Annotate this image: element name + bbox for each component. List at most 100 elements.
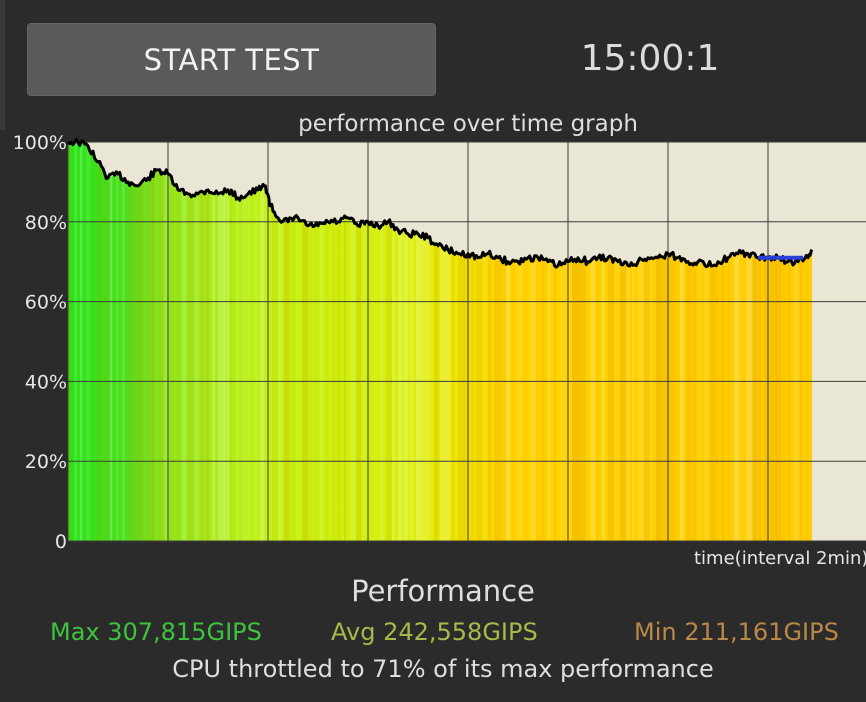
- area-stripe: [704, 142, 709, 541]
- area-stripe: [578, 142, 585, 541]
- area-stripe: [602, 142, 605, 541]
- area-stripe: [140, 142, 145, 541]
- area-stripe: [344, 142, 346, 541]
- area-stripe: [740, 142, 743, 541]
- area-stripe: [728, 142, 731, 541]
- left-edge-strip: [0, 0, 5, 130]
- performance-chart: 0 20% 40% 60% 80% 100% time(interval 2min): [13, 132, 866, 569]
- line-group: [66, 137, 814, 269]
- area-stripe: [800, 142, 803, 541]
- area-stripe: [620, 142, 627, 541]
- area-stripe: [296, 142, 299, 541]
- area-stripe: [314, 142, 319, 541]
- area-stripe: [584, 142, 587, 541]
- area-stripe: [440, 142, 446, 541]
- performance-title: Performance: [351, 574, 535, 608]
- area-stripe: [428, 142, 433, 541]
- test-timer: 15:00:1: [580, 38, 720, 79]
- stripes-group: [68, 142, 809, 541]
- area-stripe: [524, 142, 528, 541]
- area-stripe: [68, 142, 73, 541]
- area-stripe: [272, 142, 279, 541]
- area-stripe: [212, 142, 216, 541]
- area-stripe: [434, 142, 439, 541]
- area-stripe: [548, 142, 551, 541]
- area-stripe: [638, 142, 644, 541]
- area-stripe: [746, 142, 753, 541]
- area-stripe: [482, 142, 486, 541]
- area-stripe: [350, 142, 356, 541]
- area-stripe: [404, 142, 409, 541]
- area-stripe: [758, 142, 762, 541]
- area-stripe: [176, 142, 181, 541]
- area-stripe: [476, 142, 483, 541]
- y-tick-label: 40%: [25, 371, 67, 393]
- y-tick-label: 100%: [13, 132, 67, 154]
- area-stripe: [542, 142, 546, 541]
- performance-line: [66, 137, 814, 269]
- area-stripe: [110, 142, 113, 541]
- area-stripe: [572, 142, 579, 541]
- tick-labels-group: 0 20% 40% 60% 80% 100%: [13, 132, 67, 553]
- area-stripe: [560, 142, 564, 541]
- area-stripe: [590, 142, 596, 541]
- chart-title: performance over time graph: [298, 111, 638, 137]
- area-stripe: [608, 142, 614, 541]
- area-stripe: [710, 142, 716, 541]
- area-stripe: [254, 142, 259, 541]
- area-stripe: [464, 142, 470, 541]
- area-stripe: [680, 142, 684, 541]
- start-test-button[interactable]: START TEST: [27, 23, 436, 96]
- area-stripe: [806, 142, 809, 541]
- area-stripe: [104, 142, 109, 541]
- area-stripe: [74, 142, 78, 541]
- area-stripe: [290, 142, 297, 541]
- area-stripe: [368, 142, 371, 541]
- area-stripe: [218, 142, 225, 541]
- area-stripe: [488, 142, 492, 541]
- area-stripe: [692, 142, 697, 541]
- avg-performance-stat: Avg 242,558GIPS: [331, 618, 538, 646]
- y-tick-label: 20%: [25, 451, 67, 473]
- area-stripe: [794, 142, 799, 541]
- area-stripe: [422, 142, 429, 541]
- area-stripe: [380, 142, 385, 541]
- area-stripe: [764, 142, 770, 541]
- area-stripe: [500, 142, 507, 541]
- area-stripe: [356, 142, 362, 541]
- area-stripe: [164, 142, 169, 541]
- area-stripe: [398, 142, 403, 541]
- area-stripe: [716, 142, 718, 541]
- area-stripe: [698, 142, 702, 541]
- area-stripe: [332, 142, 338, 541]
- area-stripe: [656, 142, 662, 541]
- grid-group: [67, 141, 866, 542]
- area-stripe: [128, 142, 134, 541]
- max-performance-stat: Max 307,815GIPS: [50, 618, 262, 646]
- area-stripe: [170, 142, 176, 541]
- area-stripe: [134, 142, 141, 541]
- area-stripe: [446, 142, 451, 541]
- area-stripe: [152, 142, 155, 541]
- area-stripe: [650, 142, 653, 541]
- area-stripe: [470, 142, 475, 541]
- y-tick-label: 60%: [25, 292, 67, 314]
- area-stripe: [662, 142, 669, 541]
- area-stripe: [86, 142, 91, 541]
- area-stripe: [224, 142, 230, 541]
- area-stripe: [734, 142, 740, 541]
- area-stripe: [284, 142, 290, 541]
- area-stripe: [278, 142, 281, 541]
- area-stripe: [260, 142, 265, 541]
- area-stripe: [392, 142, 395, 541]
- throttle-summary: CPU throttled to 71% of its max performa…: [172, 655, 714, 683]
- area-stripe: [668, 142, 675, 541]
- area-stripe: [518, 142, 522, 541]
- area-stripe: [776, 142, 782, 541]
- area-stripe: [782, 142, 786, 541]
- area-stripe: [554, 142, 557, 541]
- area-stripe: [788, 142, 791, 541]
- y-tick-label: 80%: [25, 212, 67, 234]
- area-stripe: [686, 142, 692, 541]
- area-stripe: [644, 142, 650, 541]
